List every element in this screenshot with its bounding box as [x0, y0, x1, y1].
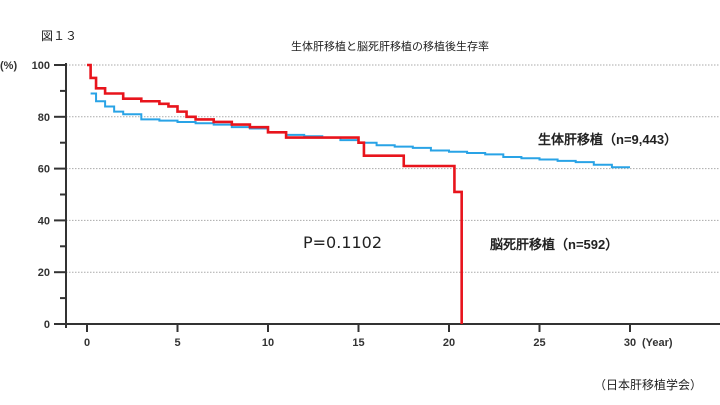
axis-labels: 0 20 40 60 80 100 (%) 0 5 10 15 20 25 30 (Year)	[0, 60, 673, 349]
grid-lines	[66, 64, 720, 273]
x-tick-label: 15	[352, 337, 364, 349]
legend-deceased-n: （n=592）	[555, 237, 618, 252]
y-tick-label: 100	[32, 60, 50, 72]
x-tick-label: 0	[84, 337, 90, 349]
legend-deceased-label: 脳死肝移植	[490, 237, 555, 253]
figure-label: 図１３	[41, 29, 78, 43]
y-tick-label: 20	[38, 267, 50, 279]
y-tick-label: 0	[44, 319, 50, 331]
legend-living: 生体肝移植（n=9,443）	[538, 132, 677, 148]
deceased-donor-curve	[87, 63, 463, 324]
series-lines	[87, 63, 630, 324]
x-tick-label: 10	[262, 337, 274, 349]
y-tick-label: 80	[38, 112, 50, 124]
x-tick-label: 20	[443, 337, 455, 349]
living-donor-curve	[90, 92, 630, 169]
p-value-annotation: P=0.1102	[303, 233, 382, 252]
axes	[54, 63, 720, 332]
x-tick-label: 5	[174, 337, 180, 349]
legend-living-n: （n=9,443）	[603, 132, 677, 147]
y-unit-label: (%)	[0, 60, 17, 72]
x-tick-label: 25	[533, 337, 545, 349]
x-tick-label: 30	[624, 337, 636, 349]
legend-deceased: 脳死肝移植（n=592）	[490, 237, 618, 253]
chart-title: 生体肝移植と脳死肝移植の移植後生存率	[291, 40, 489, 53]
source-credit: （日本肝移植学会）	[593, 378, 702, 392]
y-tick-label: 60	[38, 164, 50, 176]
y-tick-label: 40	[38, 215, 50, 227]
x-unit-label: (Year)	[642, 337, 673, 349]
legend-living-label: 生体肝移植	[538, 132, 603, 148]
